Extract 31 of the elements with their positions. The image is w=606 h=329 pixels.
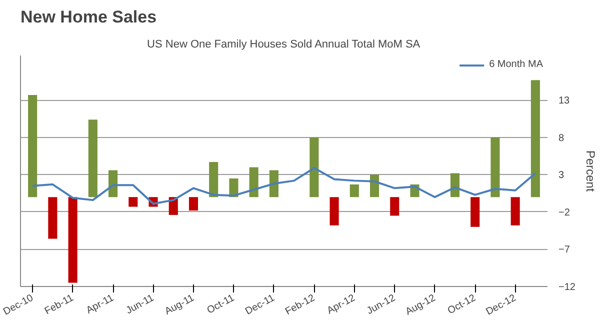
chart-title: New Home Sales xyxy=(20,8,157,26)
y2-tick-label: −7 xyxy=(558,244,570,256)
bar xyxy=(530,80,540,198)
bar xyxy=(188,197,198,210)
bar xyxy=(209,162,218,198)
bar xyxy=(490,137,500,198)
bar xyxy=(370,174,380,198)
bar xyxy=(450,173,460,198)
bar xyxy=(390,197,400,216)
bar xyxy=(350,184,359,198)
y2-tick-label: 8 xyxy=(558,132,564,144)
bar xyxy=(108,170,118,198)
bar xyxy=(68,197,78,283)
legend-label: 6 Month MA xyxy=(489,59,543,70)
bar xyxy=(128,197,138,207)
bar xyxy=(310,137,319,198)
y2-tick-label: 3 xyxy=(558,170,564,182)
bar xyxy=(470,197,480,227)
bar xyxy=(48,197,58,239)
bar xyxy=(28,94,38,198)
bar xyxy=(88,120,98,198)
bar xyxy=(269,170,278,198)
y2-axis-title: Percent xyxy=(583,150,598,192)
y2-tick-label: −2 xyxy=(558,207,570,218)
bar xyxy=(249,167,258,198)
bar xyxy=(510,197,520,226)
bar xyxy=(330,197,339,226)
chart-subtitle: US New One Family Houses Sold Annual Total MoM SA xyxy=(147,38,421,50)
line-series xyxy=(32,167,536,205)
y2-tick-label: −12 xyxy=(558,282,576,293)
y2-tick-label: 13 xyxy=(558,96,570,107)
